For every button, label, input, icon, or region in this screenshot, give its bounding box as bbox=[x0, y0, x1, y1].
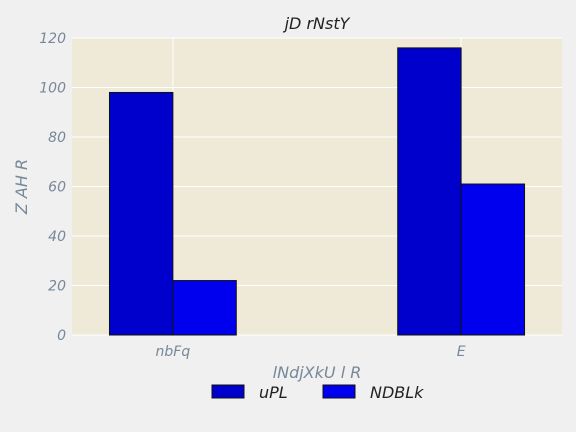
legend: uPL NDBLk bbox=[211, 383, 424, 402]
y-axis-ticks: 0 20 40 60 80 100 120 bbox=[39, 31, 66, 344]
legend-swatch-uPL bbox=[211, 384, 245, 399]
y-tick-label: 100 bbox=[39, 81, 66, 97]
y-tick-label: 0 bbox=[57, 328, 66, 344]
y-tick-label: 60 bbox=[48, 180, 66, 196]
bar-NDBLk-nbFq bbox=[172, 280, 237, 336]
bars bbox=[108, 47, 526, 336]
y-tick-label: 120 bbox=[39, 31, 66, 47]
x-tick-label: nbFq bbox=[156, 344, 191, 360]
x-axis-ticks: nbFq E bbox=[156, 344, 466, 360]
chart-title: jD rNstY bbox=[283, 14, 351, 33]
y-tick-label: 80 bbox=[48, 130, 66, 146]
x-axis-label: lNdjXkU l R bbox=[273, 363, 362, 382]
y-tick-label: 40 bbox=[48, 229, 66, 245]
bar-uPL-nbFq bbox=[108, 91, 174, 336]
bar-NDBLk-E bbox=[460, 183, 526, 336]
bar-uPL-E bbox=[397, 47, 462, 336]
legend-label: NDBLk bbox=[370, 383, 424, 402]
legend-label: uPL bbox=[259, 383, 288, 402]
y-tick-label: 20 bbox=[48, 279, 66, 295]
legend-swatch-NDBLk bbox=[322, 384, 356, 399]
y-axis-label: Z AH R bbox=[12, 159, 31, 215]
x-tick-label: E bbox=[457, 344, 466, 360]
